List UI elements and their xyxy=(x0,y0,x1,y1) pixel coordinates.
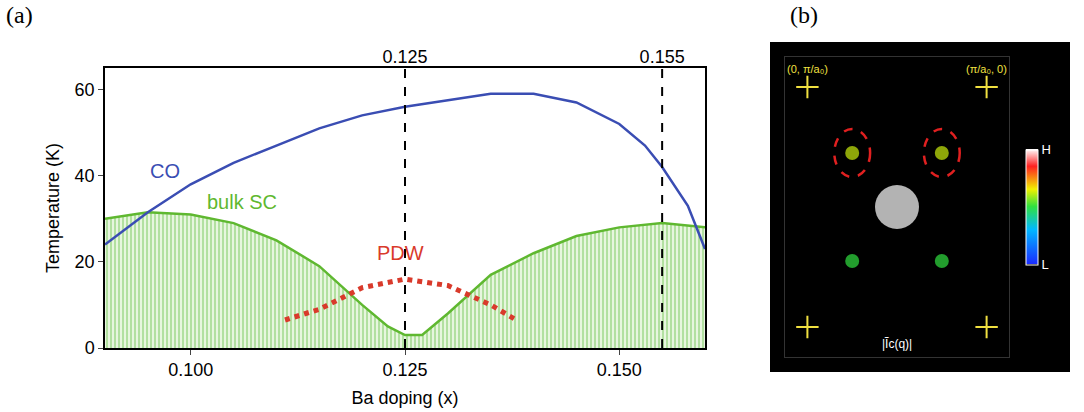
svg-text:(0, π/a₀): (0, π/a₀) xyxy=(787,63,828,75)
svg-text:0.150: 0.150 xyxy=(597,360,642,380)
svg-text:bulk SC: bulk SC xyxy=(207,191,277,213)
svg-text:0.125: 0.125 xyxy=(382,360,427,380)
html-text:(b): (b) xyxy=(790,2,818,28)
svg-text:L: L xyxy=(1042,257,1049,272)
svg-text:60: 60 xyxy=(75,80,95,100)
svg-text:0: 0 xyxy=(85,338,95,358)
svg-text:Ba doping (x): Ba doping (x) xyxy=(351,388,458,408)
svg-text:0.125: 0.125 xyxy=(382,47,427,67)
svg-text:H: H xyxy=(1042,142,1051,157)
svg-text:0.155: 0.155 xyxy=(640,47,685,67)
svg-text:Temperature (K): Temperature (K) xyxy=(43,143,63,273)
html-text:(a): (a) xyxy=(6,2,33,28)
svg-text:0.100: 0.100 xyxy=(168,360,213,380)
svg-text:20: 20 xyxy=(75,252,95,272)
svg-text:(π/a₀, 0): (π/a₀, 0) xyxy=(966,63,1007,75)
svg-text:|Ĩc(q)|: |Ĩc(q)| xyxy=(882,337,912,351)
svg-text:40: 40 xyxy=(75,166,95,186)
svg-text:CO: CO xyxy=(150,160,180,182)
svg-text:PDW: PDW xyxy=(377,242,424,264)
